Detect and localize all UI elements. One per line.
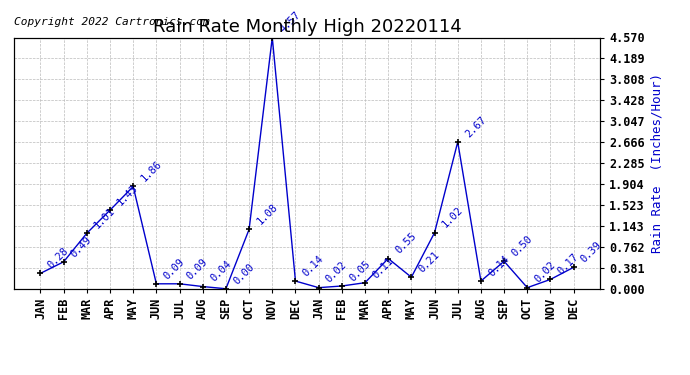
Text: 0.09: 0.09 [162, 256, 187, 281]
Text: 1.43: 1.43 [115, 183, 140, 207]
Text: 0.02: 0.02 [324, 260, 349, 285]
Text: 1.01: 1.01 [92, 206, 117, 231]
Text: 0.14: 0.14 [486, 254, 511, 278]
Text: 0.28: 0.28 [46, 246, 71, 271]
Text: 0.55: 0.55 [394, 231, 419, 256]
Text: 0.17: 0.17 [556, 252, 581, 277]
Text: 0.00: 0.00 [231, 261, 256, 286]
Text: 0.11: 0.11 [371, 255, 395, 280]
Text: 0.39: 0.39 [579, 240, 604, 264]
Text: 1.08: 1.08 [255, 202, 279, 226]
Title: Rain Rate Monthly High 20220114: Rain Rate Monthly High 20220114 [152, 18, 462, 36]
Text: 0.09: 0.09 [185, 256, 210, 281]
Text: 0.21: 0.21 [417, 250, 442, 274]
Text: 0.05: 0.05 [347, 258, 372, 283]
Text: 0.04: 0.04 [208, 259, 233, 284]
Text: 0.49: 0.49 [69, 234, 94, 259]
Text: 2.67: 2.67 [463, 114, 488, 139]
Text: 0.50: 0.50 [510, 234, 534, 258]
Text: 1.86: 1.86 [139, 159, 164, 184]
Y-axis label: Rain Rate  (Inches/Hour): Rain Rate (Inches/Hour) [651, 73, 664, 253]
Text: 4.57: 4.57 [278, 10, 303, 35]
Text: 1.02: 1.02 [440, 205, 465, 230]
Text: Copyright 2022 Cartronics.com: Copyright 2022 Cartronics.com [14, 18, 210, 27]
Text: 0.02: 0.02 [533, 260, 558, 285]
Text: 0.14: 0.14 [301, 254, 326, 278]
